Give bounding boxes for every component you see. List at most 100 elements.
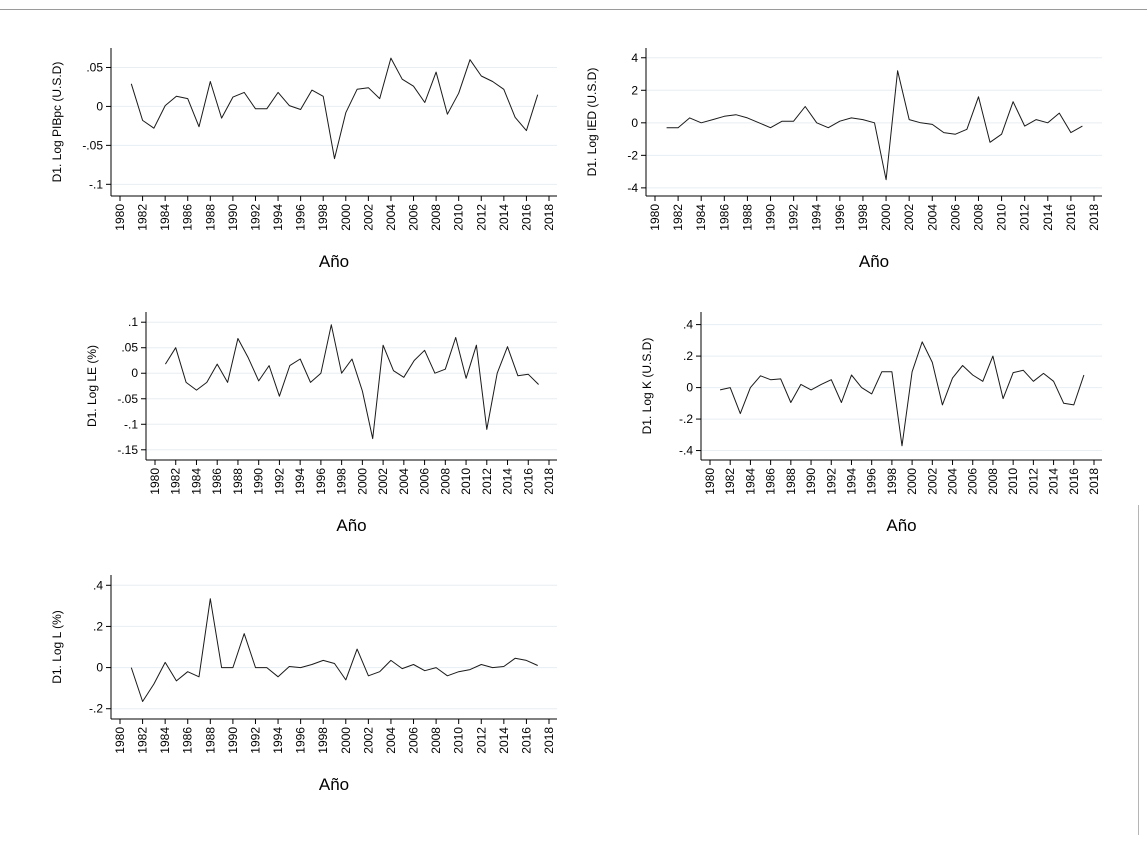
x-tick-label: 2008 [986,468,1000,495]
x-tick-label: 1992 [824,468,838,495]
x-tick-label: 1998 [316,204,330,231]
x-tick-label: 2010 [459,468,473,495]
right-border-line [1138,505,1139,835]
x-tick-label: 2018 [542,727,556,754]
x-tick-label: 1986 [181,727,195,754]
x-tick-label: 1984 [158,727,172,754]
x-tick-label: 1988 [203,727,217,754]
x-tick-label: 1980 [703,468,717,495]
x-tick-label: 2010 [995,204,1009,231]
y-tick-label: .05 [121,341,138,355]
x-tick-label: 1998 [335,468,349,495]
x-tick-label: 1982 [169,468,183,495]
x-tick-label: 1986 [181,204,195,231]
y-axis-title: D1. Log LE (%) [85,345,99,427]
x-tick-label: 2018 [542,204,556,231]
x-tick-label: 1980 [648,204,662,231]
x-tick-label: 1982 [136,727,150,754]
x-tick-label: 2018 [1087,468,1101,495]
x-tick-label: 2012 [1026,468,1040,495]
y-tick-label: .2 [93,619,103,633]
x-tick-label: 2002 [376,468,390,495]
x-tick-label: 1984 [189,468,203,495]
y-tick-label: .2 [683,349,693,363]
y-tick-label: -4 [627,181,638,195]
x-tick-label: 2016 [521,468,535,495]
x-tick-label: 1994 [293,468,307,495]
x-tick-label: 1990 [252,468,266,495]
y-tick-label: -.1 [124,417,138,431]
x-tick-label: 1990 [226,727,240,754]
y-tick-label: .4 [93,578,103,592]
x-tick-label: 2010 [452,727,466,754]
x-axis-title: Año [319,775,349,794]
x-tick-label: 2008 [429,727,443,754]
x-tick-label: 1992 [787,204,801,231]
y-tick-label: 0 [686,381,693,395]
x-tick-label: 2000 [905,468,919,495]
x-tick-label: 1988 [784,468,798,495]
x-tick-label: 2010 [452,204,466,231]
y-tick-label: .4 [683,318,693,332]
x-tick-label: 1992 [248,204,262,231]
y-tick-label: .1 [128,315,138,329]
x-tick-label: 2002 [361,204,375,231]
series-line [130,598,538,702]
x-tick-label: 2014 [1041,204,1055,231]
x-tick-label: 1986 [764,468,778,495]
x-tick-label: 1988 [231,468,245,495]
y-tick-label: 0 [96,99,103,113]
x-tick-label: 1996 [294,727,308,754]
x-tick-label: 2014 [1047,468,1061,495]
x-tick-label: 1980 [148,468,162,495]
x-tick-label: 1996 [294,204,308,231]
x-tick-label: 2002 [361,727,375,754]
x-tick-label: 1998 [316,727,330,754]
chart-panel-3: .1 .05 0 -.05 -.1 -.15 1980 1982 1984 1986 1988 199… [85,312,557,535]
series-line [719,341,1085,447]
y-axis-title: D1. Log L (%) [50,610,64,684]
x-tick-label: 2004 [384,727,398,754]
x-tick-label: 2006 [966,468,980,495]
x-tick-label: 1998 [856,204,870,231]
y-tick-label: -.2 [89,702,103,716]
x-tick-label: 1984 [694,204,708,231]
x-tick-label: 1986 [717,204,731,231]
x-tick-label: 1984 [158,204,172,231]
y-tick-label: -.1 [89,177,103,191]
x-tick-label: 2006 [407,204,421,231]
chart-panel-2: 4 2 0 -2 -4 1980 1982 1984 1986 1988 1990 1992 1994 1… [585,48,1102,271]
y-axis-title: D1. Log K (U.S.D) [640,338,654,435]
x-tick-label: 1982 [723,468,737,495]
x-tick-label: 1996 [833,204,847,231]
x-tick-label: 2004 [384,204,398,231]
x-tick-label: 2008 [438,468,452,495]
x-tick-label: 2012 [1018,204,1032,231]
chart-panel-5: .4 .2 0 -.2 1980 1982 1984 1986 1988 1990 1992 1994… [50,575,557,794]
x-tick-label: 2008 [971,204,985,231]
y-tick-label: 0 [131,366,138,380]
x-tick-label: 1984 [743,468,757,495]
x-tick-label: 2006 [418,468,432,495]
x-tick-label: 2000 [355,468,369,495]
x-tick-label: 1980 [113,204,127,231]
x-tick-label: 2000 [339,204,353,231]
x-tick-label: 2016 [1067,468,1081,495]
x-tick-label: 2002 [902,204,916,231]
x-tick-label: 2004 [397,468,411,495]
y-tick-label: -.2 [679,412,693,426]
x-tick-label: 2012 [480,468,494,495]
series-line [666,70,1083,181]
y-tick-label: -2 [627,148,638,162]
y-axis-title: D1. Log PIBpc (U.S.D) [50,62,64,183]
x-tick-label: 1998 [885,468,899,495]
x-tick-label: 1988 [203,204,217,231]
x-tick-label: 1990 [804,468,818,495]
series-line [164,324,539,440]
x-tick-label: 1990 [764,204,778,231]
chart-panel-4: .4 .2 0 -.2 -.4 1980 1982 1984 1986 1988 1990 1992 1… [640,312,1102,535]
chart-panel-1: .05 0 -.05 -.1 1980 1982 1984 1986 1988 1990 1992 1… [50,48,557,271]
x-tick-label: 2006 [407,727,421,754]
x-tick-label: 2016 [519,727,533,754]
x-tick-label: 2016 [519,204,533,231]
